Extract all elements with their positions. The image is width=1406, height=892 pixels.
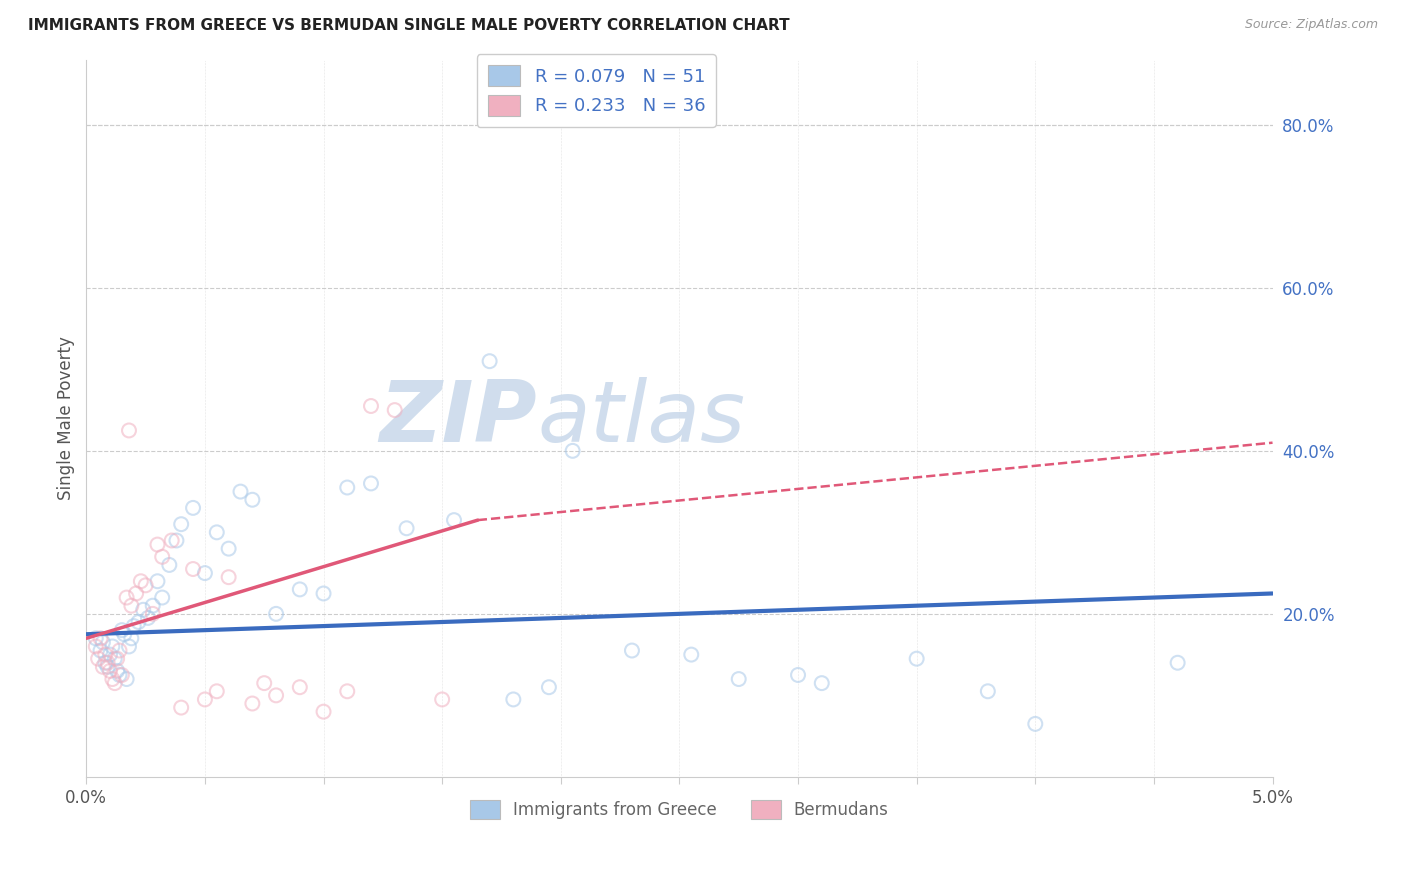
Text: IMMIGRANTS FROM GREECE VS BERMUDAN SINGLE MALE POVERTY CORRELATION CHART: IMMIGRANTS FROM GREECE VS BERMUDAN SINGL… [28, 18, 790, 33]
Point [108, 643, 131, 657]
Text: atlas: atlas [537, 376, 745, 459]
Point [122, 619, 145, 633]
Point [170, 517, 193, 532]
Point [336, 684, 359, 698]
Point [288, 582, 311, 597]
Point [218, 541, 240, 556]
Point [181, 500, 204, 515]
Point [89, 632, 111, 646]
Point [443, 513, 465, 527]
Point [112, 627, 135, 641]
Point [105, 664, 128, 678]
Point [136, 611, 159, 625]
Point [384, 403, 406, 417]
Point [430, 692, 453, 706]
Point [170, 700, 193, 714]
Point [127, 615, 149, 629]
Point [727, 672, 749, 686]
Point [905, 651, 928, 665]
Text: Source: ZipAtlas.com: Source: ZipAtlas.com [1244, 18, 1378, 31]
Point [108, 668, 131, 682]
Point [312, 586, 335, 600]
Point [561, 443, 583, 458]
Point [84, 632, 107, 646]
Point [977, 684, 1000, 698]
Point [104, 676, 127, 690]
Point [360, 399, 382, 413]
Point [264, 607, 287, 621]
Point [142, 599, 165, 613]
Point [94, 656, 117, 670]
Point [104, 651, 127, 665]
Point [240, 697, 263, 711]
Point [115, 591, 138, 605]
Text: ZIP: ZIP [380, 376, 537, 459]
Point [165, 533, 187, 548]
Point [91, 660, 114, 674]
Point [205, 684, 228, 698]
Point [146, 574, 169, 589]
Y-axis label: Single Male Poverty: Single Male Poverty [58, 336, 75, 500]
Point [142, 607, 165, 621]
Point [129, 574, 152, 589]
Point [118, 640, 141, 654]
Point [98, 664, 121, 678]
Point [94, 648, 117, 662]
Point [118, 424, 141, 438]
Point [312, 705, 335, 719]
Point [89, 643, 111, 657]
Point [132, 603, 155, 617]
Point [787, 668, 810, 682]
Point [150, 549, 173, 564]
Point [205, 525, 228, 540]
Point [101, 672, 124, 686]
Point [502, 692, 524, 706]
Point [111, 623, 134, 637]
Point [681, 648, 703, 662]
Point [218, 570, 240, 584]
Legend: Immigrants from Greece, Bermudans: Immigrants from Greece, Bermudans [464, 793, 896, 826]
Point [101, 640, 124, 654]
Point [1024, 717, 1046, 731]
Point [229, 484, 252, 499]
Point [478, 354, 501, 368]
Point [620, 643, 643, 657]
Point [115, 672, 138, 686]
Point [288, 680, 311, 694]
Point [336, 481, 359, 495]
Point [98, 648, 121, 662]
Point [97, 660, 120, 674]
Point [253, 676, 276, 690]
Point [810, 676, 832, 690]
Point [135, 578, 157, 592]
Point [111, 668, 134, 682]
Point [194, 566, 217, 580]
Point [194, 692, 217, 706]
Point [264, 689, 287, 703]
Point [395, 521, 418, 535]
Point [146, 538, 169, 552]
Point [160, 533, 183, 548]
Point [537, 680, 560, 694]
Point [120, 632, 142, 646]
Point [150, 591, 173, 605]
Point [91, 635, 114, 649]
Point [125, 586, 148, 600]
Point [120, 599, 142, 613]
Point [360, 476, 382, 491]
Point [157, 558, 180, 572]
Point [87, 651, 110, 665]
Point [1167, 656, 1189, 670]
Point [105, 651, 128, 665]
Point [240, 492, 263, 507]
Point [84, 640, 107, 654]
Point [181, 562, 204, 576]
Point [97, 656, 120, 670]
